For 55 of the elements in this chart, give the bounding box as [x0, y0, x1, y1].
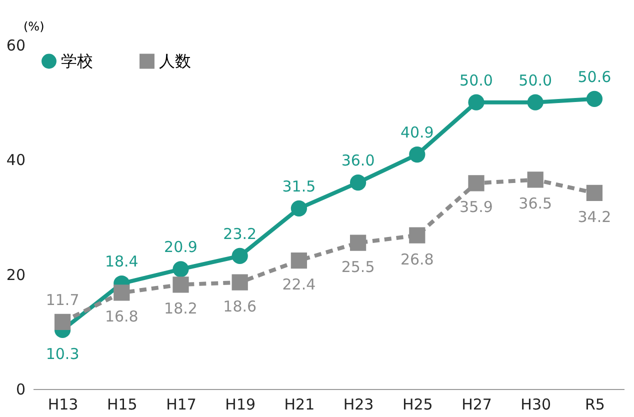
- point: [350, 234, 366, 251]
- data-label: 50.0: [460, 71, 493, 90]
- data-label: 18.6: [223, 297, 257, 316]
- point: [114, 284, 130, 301]
- x-tick-label: H15: [106, 396, 138, 414]
- data-label: 23.2: [223, 224, 257, 243]
- y-tick-label: 60: [6, 36, 26, 54]
- data-label: 50.6: [578, 68, 612, 86]
- y-tick-label: 40: [6, 151, 26, 170]
- data-label: 36.0: [341, 152, 375, 170]
- point: [586, 90, 603, 107]
- point: [468, 94, 484, 110]
- data-label: 20.9: [164, 238, 198, 256]
- data-label: 50.0: [518, 71, 552, 90]
- x-tick-label: H27: [462, 396, 492, 414]
- x-tick-label: H21: [284, 396, 315, 414]
- x-tick-label: H17: [166, 396, 196, 414]
- point: [409, 227, 426, 244]
- data-label: 10.3: [46, 344, 80, 363]
- y-tick-label: 20: [6, 266, 26, 284]
- x-tick-label: H13: [48, 396, 78, 414]
- data-label: 35.9: [460, 198, 493, 216]
- y-axis-title: (%): [24, 20, 44, 34]
- point: [468, 175, 484, 192]
- data-label: 11.7: [46, 290, 80, 309]
- data-label: 18.2: [164, 300, 198, 318]
- data-label: 36.5: [518, 194, 552, 213]
- data-label: 40.9: [400, 124, 434, 142]
- legend-label: 学校: [61, 51, 93, 70]
- point: [586, 184, 603, 201]
- data-label: 22.4: [282, 276, 316, 294]
- legend-label: 人数: [159, 51, 191, 70]
- x-tick-label: H23: [343, 396, 374, 414]
- point: [232, 248, 248, 264]
- point: [527, 172, 544, 188]
- point: [54, 314, 71, 330]
- point: [527, 94, 544, 110]
- data-label: 18.4: [104, 252, 138, 271]
- x-tick-label: H25: [402, 396, 433, 414]
- point: [290, 200, 308, 216]
- data-label: 25.5: [341, 258, 375, 276]
- y-tick-label: 0: [16, 380, 26, 398]
- point: [350, 174, 366, 191]
- point: [290, 252, 308, 269]
- point: [172, 276, 189, 293]
- point: [232, 274, 248, 290]
- x-tick-label: R5: [584, 396, 605, 414]
- point: [172, 261, 189, 278]
- point: [409, 146, 426, 163]
- data-label: 26.8: [400, 250, 434, 268]
- x-tick-label: H30: [520, 396, 552, 414]
- data-label: 16.8: [104, 308, 138, 326]
- data-label: 31.5: [282, 177, 316, 196]
- x-tick-label: H19: [225, 396, 256, 414]
- data-label: 34.2: [578, 208, 612, 226]
